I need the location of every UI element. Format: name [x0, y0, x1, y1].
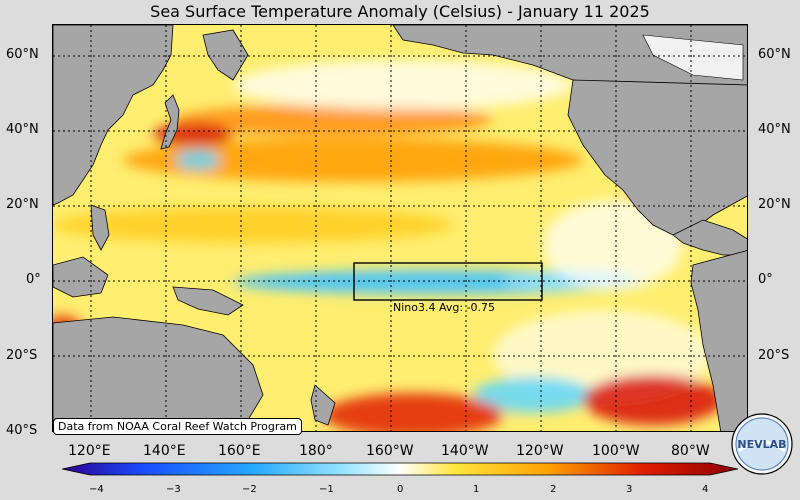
central-america-landmass: [672, 219, 747, 256]
lon-label-160e: 160°E: [218, 443, 261, 459]
nino34-average-label: Nino3.4 Avg: -0.75: [393, 301, 496, 314]
lon-label-120e: 120°E: [68, 443, 111, 459]
new-zealand-landmass: [310, 384, 336, 426]
philippines-landmass: [90, 204, 110, 251]
data-source-note: Data from NOAA Coral Reef Watch Program: [53, 418, 302, 435]
kamchatka-landmass: [202, 29, 249, 81]
lat-label-equator: 0°: [26, 272, 41, 287]
ice-region: [642, 34, 744, 81]
colorbar-tick-1: 1: [473, 484, 480, 495]
sst-anomaly-map: [52, 24, 748, 432]
colorbar-fill: [62, 462, 738, 476]
australia-landmass: [53, 316, 264, 431]
lon-label-180: 180°: [299, 443, 333, 459]
colorbar-tick-minus1: −1: [319, 484, 334, 495]
colorbar: [62, 462, 738, 476]
lat-label-20n: 20°N: [6, 197, 39, 212]
lon-label-100w: 100°W: [592, 443, 640, 459]
logo-text: NEVLAB: [737, 438, 786, 451]
south-america-landmass: [690, 250, 747, 431]
new-guinea-landmass: [172, 286, 244, 316]
colorbar-tick-minus3: −3: [166, 484, 181, 495]
colorbar-tick-4: 4: [702, 484, 709, 495]
colorbar-tick-2: 2: [550, 484, 557, 495]
lon-label-140w: 140°W: [441, 443, 489, 459]
lat-label-equator-right: 0°: [758, 272, 773, 287]
anomaly-patches: [53, 60, 747, 431]
lon-label-160w: 160°W: [366, 443, 414, 459]
indonesia-landmass: [53, 256, 109, 298]
lat-label-40s: 40°S: [6, 423, 38, 438]
lat-label-20n-right: 20°N: [758, 197, 791, 212]
lat-label-40n: 40°N: [6, 122, 39, 137]
lon-label-80w: 80°W: [671, 443, 710, 459]
lat-label-20s: 20°S: [6, 348, 38, 363]
lat-label-60n: 60°N: [6, 47, 39, 62]
colorbar-tick-minus2: −2: [242, 484, 257, 495]
lat-label-60n-right: 60°N: [758, 47, 791, 62]
lat-label-20s-right: 20°S: [758, 348, 790, 363]
nevlab-logo: NEVLAB: [731, 413, 793, 475]
lat-label-40n-right: 40°N: [758, 122, 791, 137]
graticule: [53, 25, 747, 431]
lon-label-140e: 140°E: [143, 443, 186, 459]
colorbar-tick-0: 0: [397, 484, 404, 495]
north-america-landmass: [567, 79, 747, 236]
landmasses: [53, 25, 747, 431]
lon-label-120w: 120°W: [516, 443, 564, 459]
asia-landmass: [53, 25, 174, 206]
nino34-region-box: [353, 262, 543, 301]
colorbar-tick-3: 3: [626, 484, 633, 495]
map-title: Sea Surface Temperature Anomaly (Celsius…: [150, 2, 650, 21]
colorbar-tick-minus4: −4: [89, 484, 104, 495]
